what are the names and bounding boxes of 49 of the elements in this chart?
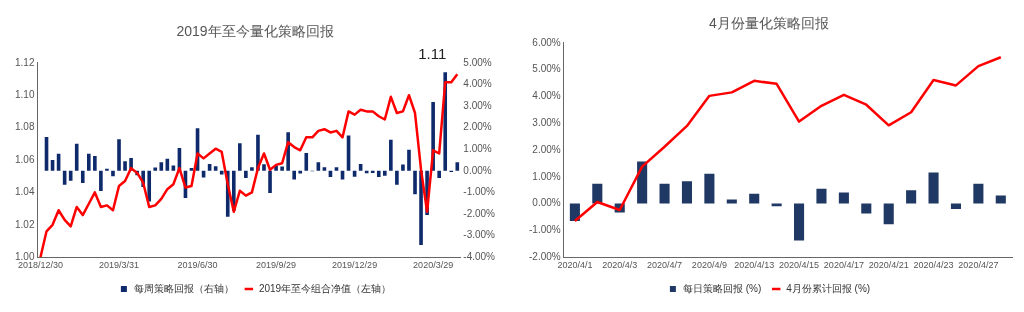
- y2-tick-label: 0.00%: [463, 164, 492, 176]
- y-tick-label: 1.06: [14, 153, 35, 165]
- y2-tick-label: -4.00%: [463, 250, 496, 262]
- x-tick-label: 2020/4/7: [647, 260, 683, 271]
- y-tick-label: 1.02: [14, 218, 35, 230]
- x-tick-label: 2019/3/31: [98, 260, 140, 271]
- x-tick-label: 2019/9/29: [256, 260, 297, 271]
- y2-tick-label: 3.00%: [463, 99, 492, 111]
- x-tick-label: 2020/4/3: [602, 260, 638, 271]
- y-tick-label: 3.00%: [532, 116, 561, 128]
- x-tick-label: 2020/4/1: [557, 260, 593, 271]
- y2-tick-label: -1.00%: [463, 186, 496, 198]
- text: 1.11: [418, 44, 447, 62]
- legend-label: 2019年至今组合净值（左轴）: [258, 282, 392, 294]
- x-tick-label: 2020/3/29: [413, 260, 454, 271]
- legend-label: 每周策略回报（右轴）: [133, 282, 234, 294]
- chart-title: 2019年至今量化策略回报: [176, 23, 334, 40]
- legend-label: 4月份累计回报 (%): [786, 282, 871, 294]
- x-tick-label: 2020/4/13: [734, 260, 775, 271]
- y-tick-label: 1.10: [14, 88, 35, 100]
- y2-tick-label: -2.00%: [463, 207, 496, 219]
- y-tick-label: 6.00%: [532, 36, 561, 48]
- x-tick-label: 2020/4/9: [691, 260, 727, 271]
- y-tick-label: 1.12: [14, 56, 35, 68]
- y-tick-label: 4.00%: [532, 90, 561, 102]
- y2-tick-label: -3.00%: [463, 229, 496, 241]
- y2-tick-label: 4.00%: [463, 78, 492, 90]
- x-tick-label: 2019/6/30: [177, 260, 218, 271]
- x-tick-label: 2020/4/15: [779, 260, 820, 271]
- x-tick-label: 2020/4/21: [868, 260, 909, 271]
- x-tick-label: 2020/4/17: [823, 260, 864, 271]
- y-tick-label: 0.00%: [532, 197, 561, 209]
- chart-title: 4月份量化策略回报: [709, 15, 829, 32]
- x-tick-label: 2018/12/30: [17, 260, 64, 271]
- x-tick-label: 2019/12/29: [332, 260, 378, 271]
- y-tick-label: -2.00%: [529, 250, 561, 262]
- y-tick-label: 2.00%: [532, 143, 561, 155]
- y-tick-label: 1.00: [14, 250, 35, 262]
- y2-tick-label: 1.00%: [463, 142, 492, 154]
- y-tick-label: 1.08: [14, 121, 35, 133]
- legend-label: 每日策略回报 (%): [682, 282, 762, 294]
- y2-tick-label: 5.00%: [463, 56, 492, 68]
- x-tick-label: 2020/4/27: [958, 260, 999, 271]
- y-tick-label: 1.00%: [532, 170, 561, 182]
- y-tick-label: 5.00%: [532, 63, 561, 75]
- y2-tick-label: 2.00%: [463, 121, 492, 133]
- y-tick-label: -1.00%: [529, 224, 561, 236]
- x-tick-label: 2020/4/23: [913, 260, 954, 271]
- y-tick-label: 1.04: [14, 186, 35, 198]
